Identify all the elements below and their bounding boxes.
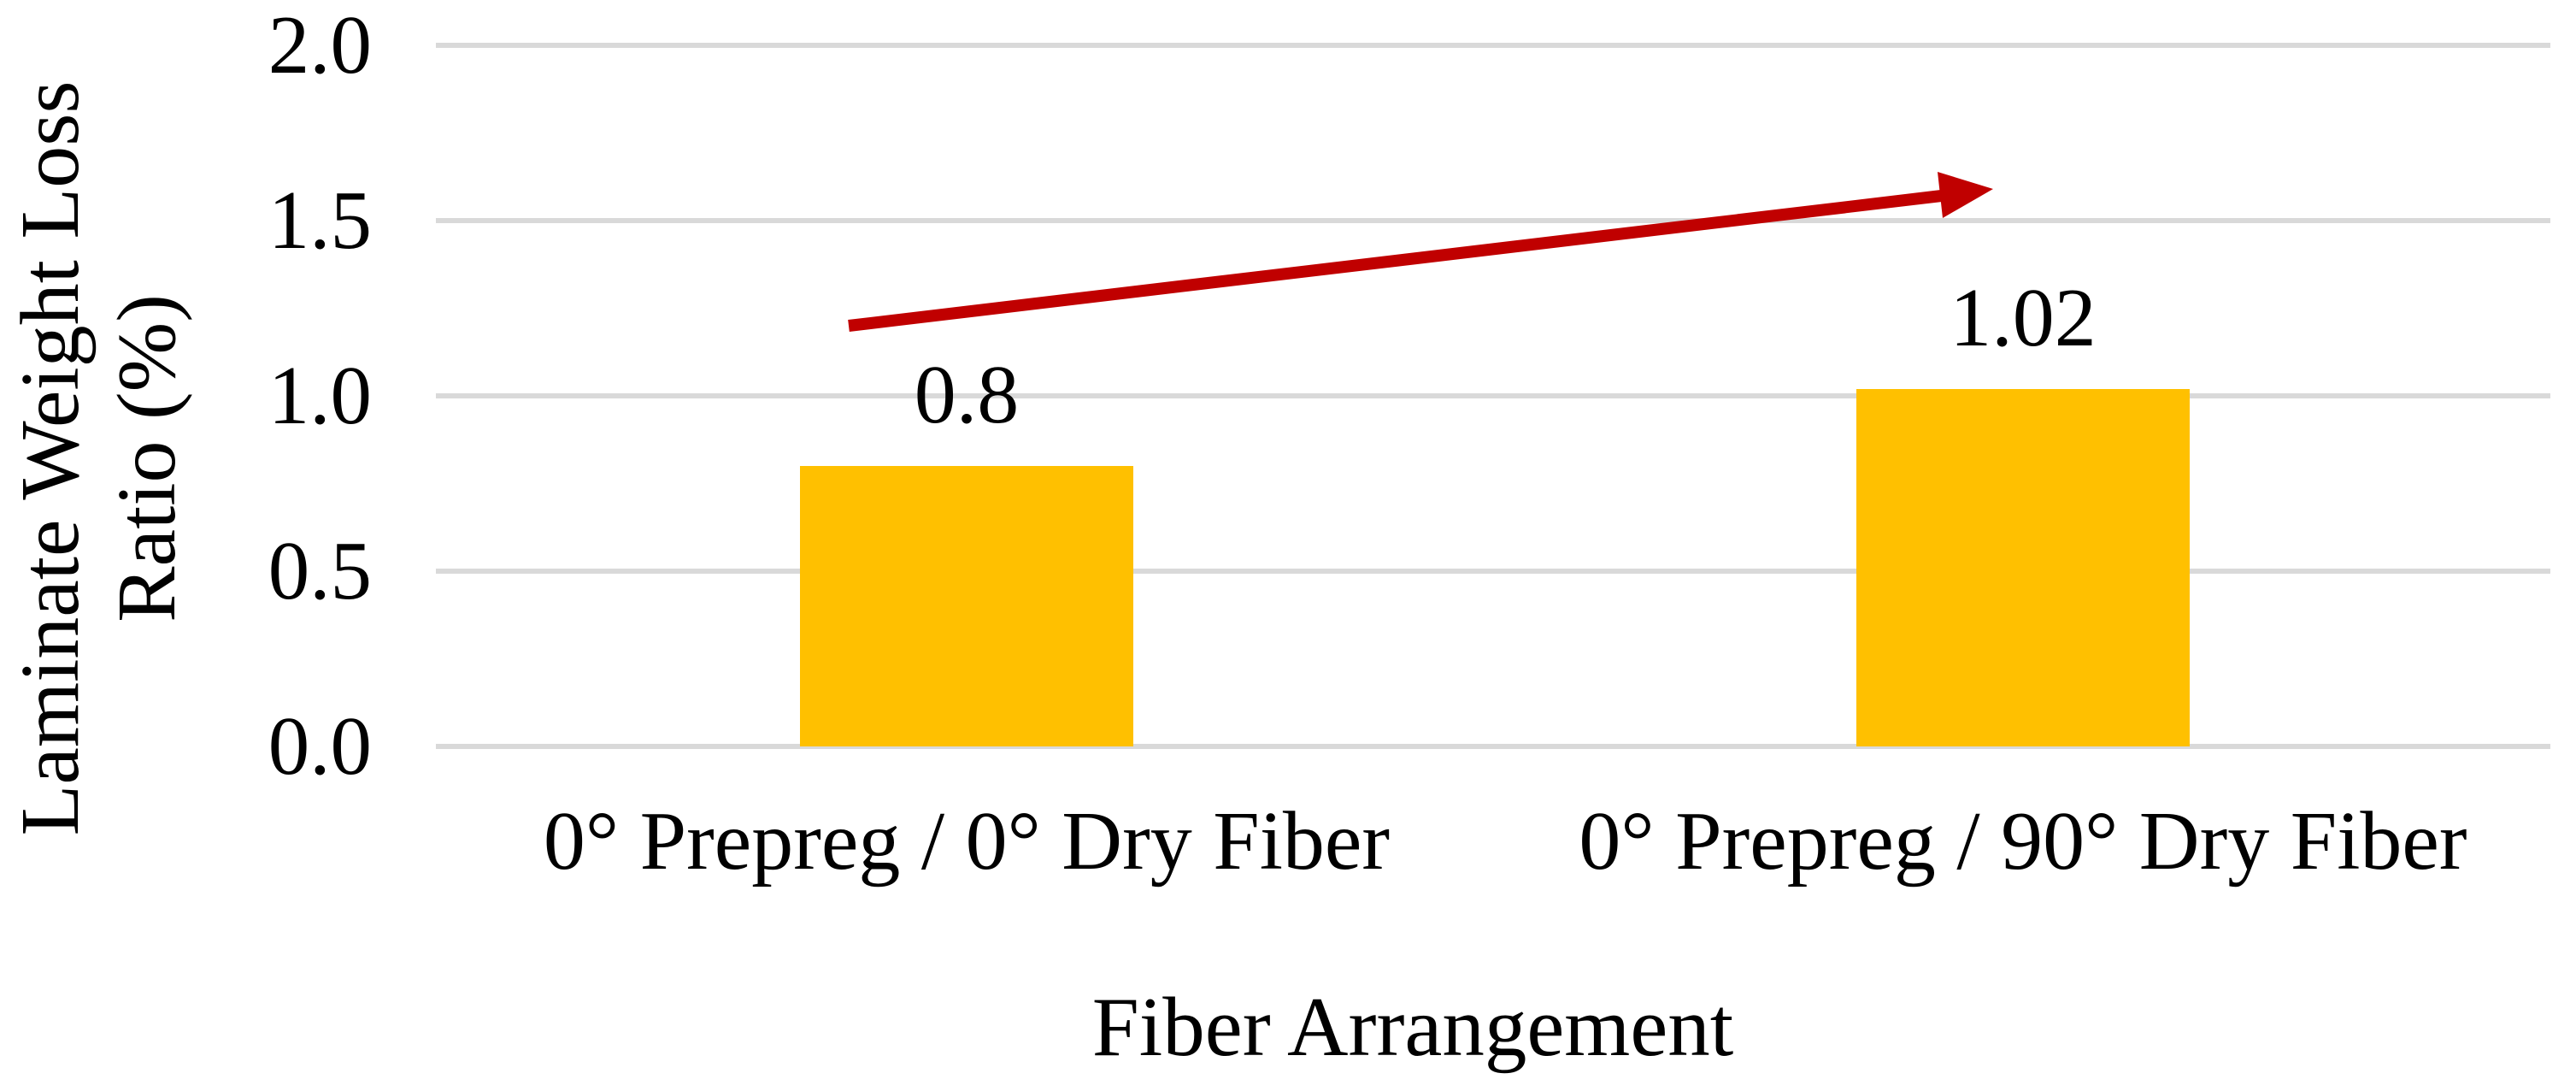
gridline-2.0 [436,43,2550,48]
gridline-1.0 [436,393,2550,398]
y-tick-label-1.5: 1.5 [268,174,372,266]
y-axis-title: Laminate Weight Loss Ratio (%) [3,31,196,886]
bar-2 [1856,389,2190,746]
x-axis-title: Fiber Arrangement [1091,981,1734,1074]
trend-arrow-head [1938,172,1993,218]
data-label-2: 1.02 [1950,272,2097,364]
bar-1 [800,466,1133,746]
gridline-1.5 [436,218,2550,223]
gridline-0.5 [436,569,2550,574]
y-tick-label-1.0: 1.0 [268,350,372,441]
category-label-1: 0° Prepreg / 0° Dry Fiber [543,795,1391,888]
y-axis-title-line-1: Laminate Weight Loss [4,80,97,836]
y-tick-label-0.5: 0.5 [268,525,372,616]
y-axis-title-line-2: Ratio (%) [101,294,193,622]
category-label-2: 0° Prepreg / 90° Dry Fiber [1579,795,2467,888]
gridline-0.0 [436,744,2550,749]
y-tick-label-2.0: 2.0 [268,0,372,91]
y-tick-label-0.0: 0.0 [268,700,372,792]
data-label-1: 0.8 [914,349,1020,441]
